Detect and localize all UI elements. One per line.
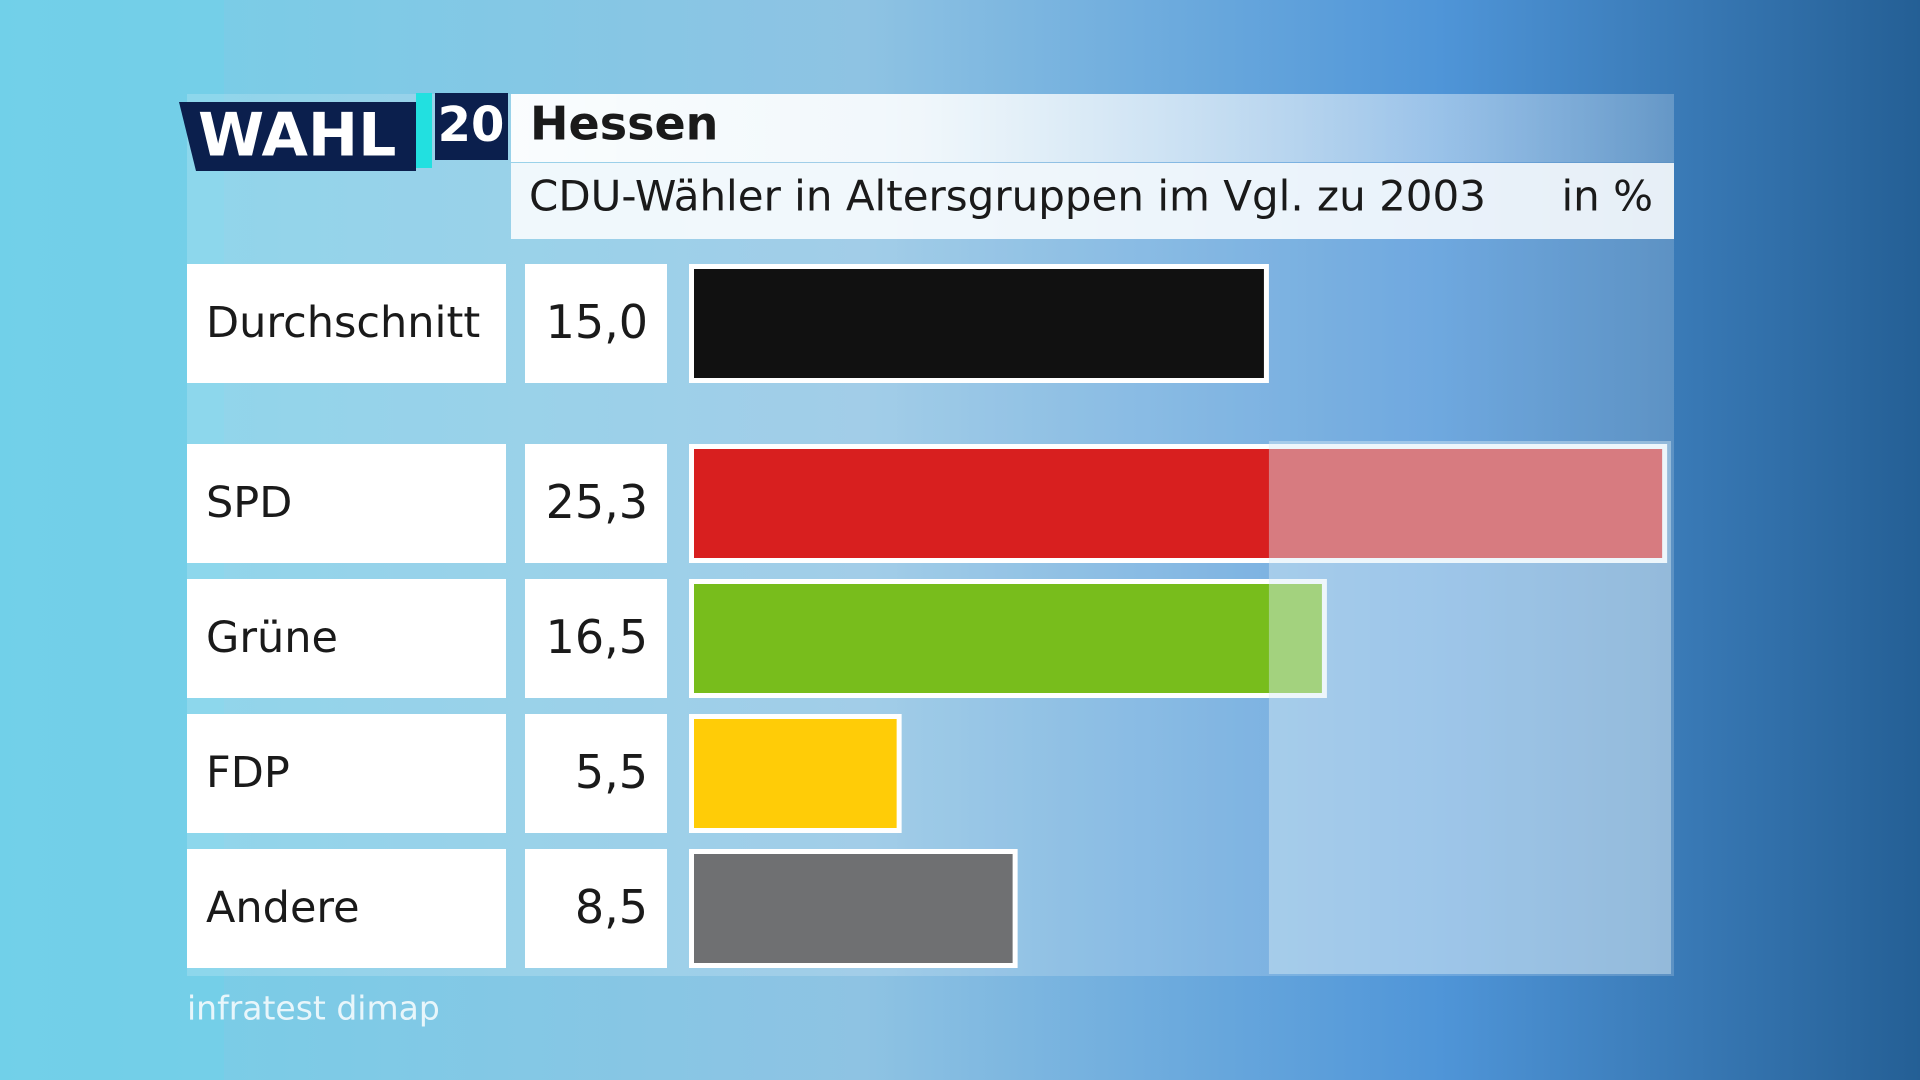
category-label: Grüne: [206, 613, 338, 663]
bar: [694, 584, 1322, 693]
background-strip: [0, 0, 224, 1080]
category-label: Andere: [206, 883, 360, 933]
title-bar: [511, 94, 1674, 162]
unit-label: in %: [1561, 172, 1653, 221]
logo-accent: [416, 93, 432, 168]
logo-number: 20: [438, 97, 505, 153]
value-box: [525, 264, 667, 383]
bar: [694, 719, 897, 828]
value-label: 5,5: [575, 745, 648, 799]
value-box: [525, 444, 667, 563]
subtitle-bar: [511, 163, 1674, 239]
category-label: Durchschnitt: [206, 298, 480, 348]
value-box: [525, 849, 667, 968]
value-label: 15,0: [546, 295, 648, 349]
chart-subtitle: CDU-Wähler in Altersgruppen im Vgl. zu 2…: [529, 172, 1486, 221]
logo-number-box: [435, 93, 508, 160]
label-box: [187, 444, 506, 563]
bar: [694, 449, 1663, 558]
above-average-overlay: [1268, 441, 1671, 974]
label-box: [187, 849, 506, 968]
bar: [694, 854, 1013, 963]
logo-text: WAHL: [198, 101, 396, 171]
label-box: [187, 714, 506, 833]
bar: [694, 269, 1264, 378]
category-label: FDP: [206, 748, 290, 798]
value-box: [525, 579, 667, 698]
source: infratest dimap: [187, 989, 440, 1028]
chart-title: Hessen: [530, 97, 718, 151]
value-label: 16,5: [546, 610, 648, 664]
logo-box: [179, 102, 416, 171]
value-label: 8,5: [575, 880, 648, 934]
label-box: [187, 579, 506, 698]
value-label: 25,3: [546, 475, 648, 529]
value-box: [525, 714, 667, 833]
label-box: [187, 264, 506, 383]
category-label: SPD: [206, 478, 292, 528]
